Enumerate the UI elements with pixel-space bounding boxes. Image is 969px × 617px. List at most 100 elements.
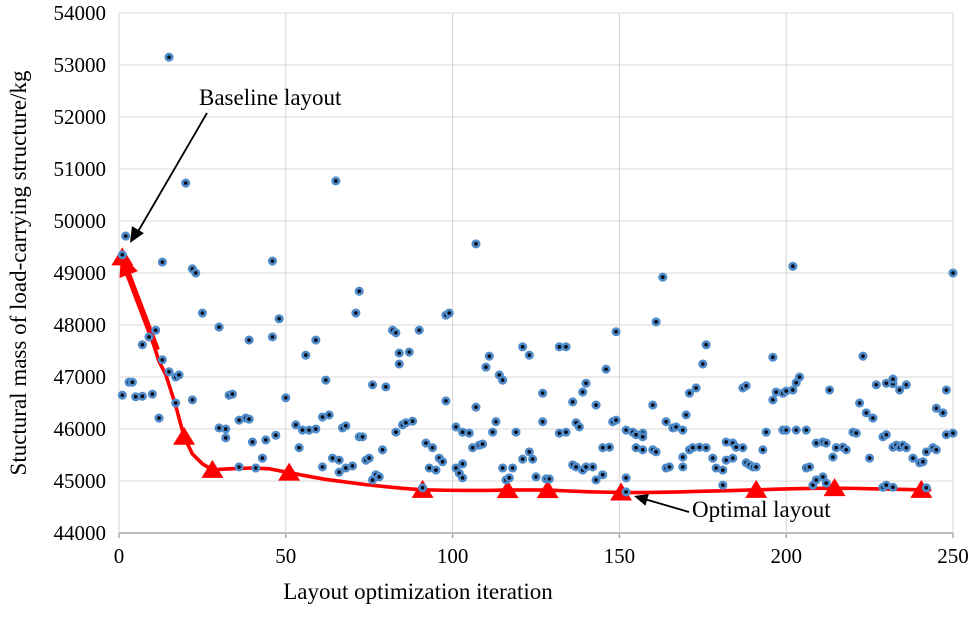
- x-axis-title: Layout optimization iteration: [283, 579, 553, 604]
- scatter-point: [578, 387, 588, 397]
- scatter-point: [611, 327, 621, 337]
- y-axis-tick-label: 49000: [54, 261, 107, 285]
- scatter-point: [524, 447, 534, 457]
- y-axis-tick-label: 50000: [54, 209, 107, 233]
- scatter-point: [888, 482, 898, 492]
- scatter-point: [311, 424, 321, 434]
- scatter-point: [251, 463, 261, 473]
- scatter-point: [151, 325, 161, 335]
- scatter-point: [484, 351, 494, 361]
- scatter-point: [247, 437, 257, 447]
- scatter-point: [761, 427, 771, 437]
- y-axis-tick-label: 48000: [54, 313, 107, 337]
- scatter-point: [244, 414, 254, 424]
- y-axis-tick-label: 45000: [54, 469, 107, 493]
- x-axis-tick-label: 0: [114, 544, 125, 568]
- scatter-point: [921, 447, 931, 457]
- scatter-point: [591, 475, 601, 485]
- scatter-point: [938, 408, 948, 418]
- scatter-point: [394, 348, 404, 358]
- scatter-point: [921, 483, 931, 493]
- scatter-point: [701, 340, 711, 350]
- scatter-point: [391, 427, 401, 437]
- scatter-point: [171, 398, 181, 408]
- scatter-point: [334, 467, 344, 477]
- scatter-point: [221, 424, 231, 434]
- scatter-point: [351, 308, 361, 318]
- scatter-point: [638, 445, 648, 455]
- baseline-arrow-head: [130, 226, 144, 243]
- scatter-point: [651, 317, 661, 327]
- triangle-marker: [173, 426, 196, 445]
- scatter-point: [367, 380, 378, 390]
- scatter-point: [428, 443, 438, 453]
- scatter-point: [147, 389, 157, 399]
- scatter-point: [164, 52, 174, 62]
- scatter-point: [408, 416, 418, 426]
- scatter-point: [788, 385, 798, 395]
- scatter-point: [811, 475, 821, 485]
- scatter-point: [561, 342, 571, 352]
- scatter-point: [908, 453, 918, 463]
- scatter-point: [404, 347, 414, 357]
- scatter-point: [261, 435, 271, 445]
- scatter-point: [738, 443, 748, 453]
- scatter-point: [281, 393, 291, 403]
- scatter-point: [421, 438, 431, 448]
- scatter-point: [137, 391, 147, 401]
- scatter-point: [294, 443, 304, 453]
- optimal-convergence-line: [120, 255, 932, 495]
- scatter-point: [931, 445, 941, 455]
- scatter-point: [518, 342, 528, 352]
- scatter-point: [828, 452, 838, 462]
- scatter-point: [855, 398, 865, 408]
- x-axis-tick-label: 200: [770, 544, 802, 568]
- scatter-point: [621, 487, 631, 497]
- scatter-point: [418, 483, 428, 493]
- scatter-point: [821, 478, 831, 488]
- scatter-point: [858, 351, 868, 361]
- scatter-point: [311, 335, 321, 345]
- scatter-point: [234, 462, 244, 472]
- scatter-point: [381, 382, 391, 392]
- scatter-point: [488, 427, 498, 437]
- scatter-point: [581, 378, 591, 388]
- triangle-marker: [278, 462, 301, 481]
- scatter-point: [244, 335, 254, 345]
- scatter-point: [331, 176, 341, 186]
- scatter-point: [805, 462, 815, 472]
- scatter-point: [214, 423, 224, 433]
- x-axis-tick-label: 100: [437, 544, 469, 568]
- scatter-point: [588, 462, 598, 472]
- scatter-point: [377, 445, 388, 455]
- triangle-marker: [496, 480, 519, 499]
- scatter-point: [791, 425, 801, 435]
- scatter-point: [471, 402, 481, 412]
- scatter-point: [174, 370, 184, 380]
- y-axis-title: Stuctural mass of load-carrying structur…: [6, 70, 31, 475]
- scatter-point: [648, 400, 658, 410]
- scatter-point: [544, 474, 554, 484]
- scatter-point: [458, 473, 468, 483]
- scatter-point: [678, 425, 688, 435]
- scatter-point: [664, 462, 674, 472]
- scatter-point: [478, 439, 488, 449]
- scatter-point: [621, 473, 631, 483]
- x-axis-tick-label: 50: [275, 544, 296, 568]
- scatter-point: [121, 231, 131, 241]
- scatter-point: [491, 417, 501, 427]
- scatter-point: [701, 443, 711, 453]
- scatter-point: [941, 385, 951, 395]
- x-axis-tick-label: 150: [604, 544, 636, 568]
- y-axis-tick-label: 51000: [54, 157, 107, 181]
- scatter-point: [751, 462, 761, 472]
- scatter-point: [561, 427, 571, 437]
- scatter-point: [638, 432, 648, 442]
- optimal-arrow-line: [640, 497, 690, 513]
- scatter-point: [825, 385, 835, 395]
- scatter-point: [708, 453, 718, 463]
- scatter-point: [321, 375, 331, 385]
- scatter-point: [227, 389, 237, 399]
- scatter-point: [117, 390, 127, 400]
